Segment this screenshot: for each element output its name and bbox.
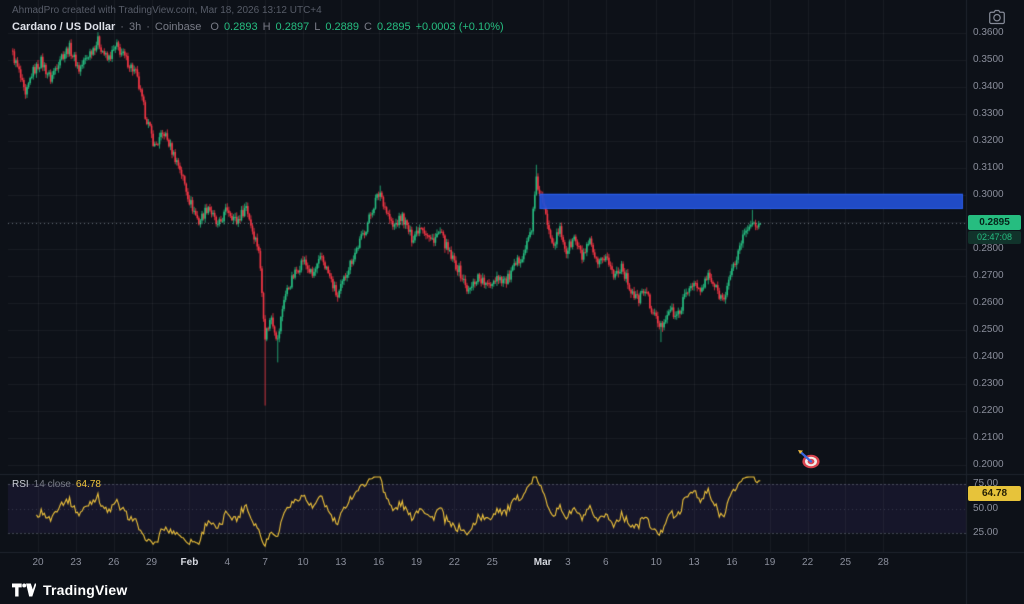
price-tick-label: 0.3300 [973, 108, 1004, 120]
time-tick-label: 4 [224, 557, 230, 568]
time-tick-label: 26 [108, 557, 119, 568]
price-tick-label: 0.2800 [973, 243, 1004, 255]
screenshot-button[interactable] [986, 7, 1008, 30]
price-axis[interactable]: 0.2895 02:47:08 64.78 0.36000.35000.3400… [967, 0, 1024, 604]
price-tick-label: 0.2000 [973, 459, 1004, 471]
low-value: 0.2889 [325, 21, 359, 33]
time-tick-label: 23 [70, 557, 81, 568]
time-tick-label: 10 [297, 557, 308, 568]
bar-countdown: 02:47:08 [968, 231, 1021, 244]
high-value: 0.2897 [276, 21, 310, 33]
legend-separator: · [120, 21, 124, 33]
time-tick-label: 19 [411, 557, 422, 568]
interval-label[interactable]: 3h [129, 21, 141, 33]
rsi-params: 14 close [34, 479, 71, 490]
time-tick-label: 6 [603, 557, 609, 568]
target-icon [798, 450, 822, 470]
time-tick-label: 3 [565, 557, 571, 568]
last-price-badge: 0.2895 [968, 215, 1021, 230]
change-value: +0.0003 (+0.10%) [416, 21, 504, 33]
open-value: 0.2893 [224, 21, 258, 33]
high-label: H [263, 21, 271, 33]
exchange-label: Coinbase [155, 21, 201, 33]
price-tick-label: 0.3200 [973, 135, 1004, 147]
open-label: O [210, 21, 219, 33]
time-tick-label: 16 [373, 557, 384, 568]
time-tick-label: 16 [726, 557, 737, 568]
low-label: L [314, 21, 320, 33]
price-tick-label: 0.2500 [973, 324, 1004, 336]
tradingview-logo-icon [12, 583, 36, 597]
price-tick-label: 0.2600 [973, 297, 1004, 309]
rsi-legend: RSI 14 close 64.78 [12, 479, 101, 490]
price-chart-canvas[interactable] [0, 0, 1024, 604]
time-tick-label: 29 [146, 557, 157, 568]
time-tick-label: 19 [764, 557, 775, 568]
time-axis[interactable]: 20 23 26 29 Feb 4 7 10 13 16 19 22 25 Mar 3 6 10 13 16 19 22… [0, 553, 1024, 575]
price-tick-label: 0.3500 [973, 54, 1004, 66]
price-tick-label: 0.3100 [973, 162, 1004, 174]
legend-separator: · [146, 21, 150, 33]
price-tick-label: 0.3400 [973, 81, 1004, 93]
time-tick-label: 25 [840, 557, 851, 568]
close-label: C [364, 21, 372, 33]
rsi-tick-label: 25.00 [973, 527, 998, 539]
price-tick-label: 0.3000 [973, 189, 1004, 201]
price-tick-label: 0.2700 [973, 270, 1004, 282]
price-tick-label: 0.2300 [973, 378, 1004, 390]
rsi-title[interactable]: RSI [12, 479, 29, 490]
time-tick-label: 25 [487, 557, 498, 568]
time-tick-label: 20 [32, 557, 43, 568]
time-tick-label: 28 [878, 557, 889, 568]
time-month-label: Mar [534, 557, 552, 568]
time-tick-label: 22 [802, 557, 813, 568]
time-tick-label: 22 [449, 557, 460, 568]
price-tick-label: 0.2200 [973, 405, 1004, 417]
time-tick-label: 10 [651, 557, 662, 568]
rsi-value: 64.78 [76, 479, 101, 490]
time-month-label: Feb [181, 557, 199, 568]
camera-icon [988, 9, 1006, 25]
price-tick-label: 0.2100 [973, 432, 1004, 444]
price-tick-label: 0.2400 [973, 351, 1004, 363]
rsi-tick-label: 50.00 [973, 503, 998, 515]
watermark: AhmadPro created with TradingView.com, M… [12, 5, 322, 16]
time-tick-label: 13 [335, 557, 346, 568]
close-value: 0.2895 [377, 21, 411, 33]
time-tick-label: 7 [262, 557, 268, 568]
tradingview-logo[interactable]: TradingView [12, 582, 127, 598]
symbol-legend: Cardano / US Dollar · 3h · Coinbase O 0.… [12, 21, 504, 33]
tradingview-logo-text: TradingView [43, 582, 127, 598]
time-tick-label: 13 [689, 557, 700, 568]
dart-target-emoji[interactable] [798, 450, 822, 475]
rsi-value-badge: 64.78 [968, 486, 1021, 501]
symbol-title[interactable]: Cardano / US Dollar [12, 21, 115, 33]
